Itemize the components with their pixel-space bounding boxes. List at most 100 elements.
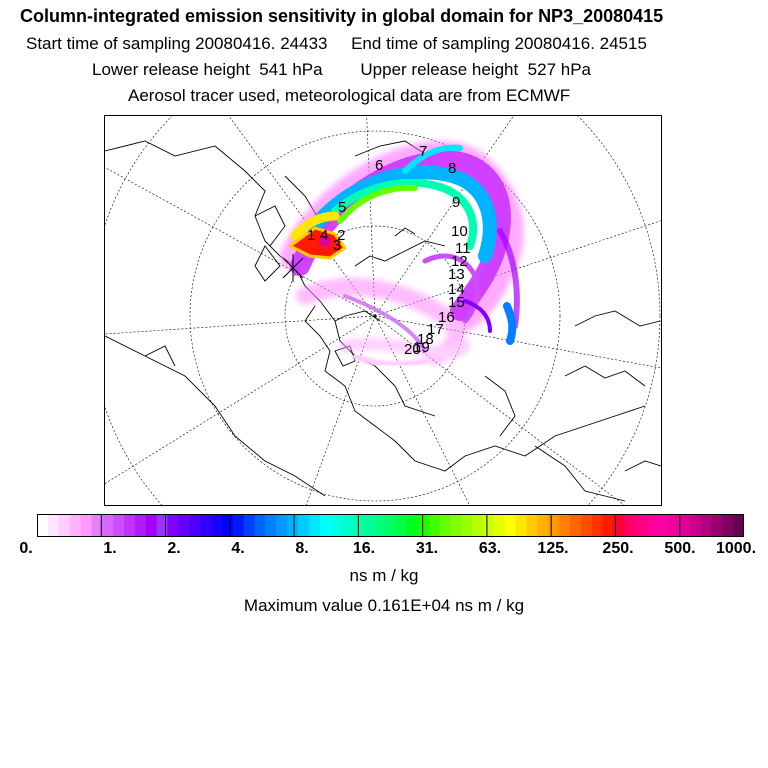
colorbar-tick: 63.	[478, 540, 502, 557]
sampling-times: Start time of sampling 20080416. 24433 E…	[26, 34, 647, 53]
maximum-value: Maximum value 0.161E+04 ns m / kg	[243, 596, 525, 615]
colorbar-swatch	[145, 514, 158, 537]
colorbar-swatch	[591, 514, 604, 537]
colorbar-swatch	[667, 514, 680, 537]
colorbar-swatch	[287, 514, 299, 537]
colorbar-swatch	[69, 514, 82, 537]
colorbar-swatch	[265, 514, 277, 537]
colorbar-swatch	[504, 514, 517, 537]
colorbar-swatch	[515, 514, 528, 537]
trajectory-label: 10	[451, 223, 468, 240]
colorbar-swatch	[254, 514, 267, 537]
colorbar-swatch	[102, 514, 114, 537]
colorbar-tick: 1.	[103, 540, 117, 557]
colorbar-swatch	[221, 514, 234, 537]
colorbar-swatch	[537, 514, 549, 537]
trajectory-label: 8	[448, 160, 456, 177]
trajectory-label: 3	[333, 237, 341, 254]
colorbar-swatch	[559, 514, 571, 537]
colorbar-swatch	[178, 514, 190, 537]
colorbar-swatch	[124, 514, 136, 537]
tracer-info: Aerosol tracer used, meteorological data…	[128, 86, 571, 105]
colorbar-tick: 4.	[231, 540, 245, 557]
colorbar-swatch	[733, 514, 744, 537]
colorbar-swatch	[134, 514, 147, 537]
trajectory-label: 9	[452, 194, 460, 211]
colorbar-swatch	[341, 514, 354, 537]
colorbar-swatch	[243, 514, 256, 537]
colorbar-tick: 500.	[664, 540, 696, 557]
colorbar-swatch	[711, 514, 723, 537]
trajectory-label: 2	[337, 227, 345, 244]
colorbar-swatch	[298, 514, 310, 537]
trajectory-label: 6	[375, 157, 383, 174]
colorbar-swatch	[276, 514, 288, 537]
emission-sensitivity-map: 1 2 3 4 5 6 7 8 9 10 11 12 13 14 15 16 1…	[104, 115, 662, 506]
coastlines	[105, 140, 661, 502]
colorbar-swatch	[156, 514, 169, 537]
colorbar-swatch	[428, 514, 441, 537]
colorbar-tick: 16.	[352, 540, 376, 557]
colorbar-swatch	[678, 514, 691, 537]
colorbar-tick: 2.	[167, 540, 181, 557]
trajectory-label: 16	[438, 309, 455, 326]
trajectory-label: 18	[417, 331, 434, 348]
colorbar-swatch	[580, 514, 593, 537]
colorbar-swatch	[374, 514, 386, 537]
colorbar-swatch	[482, 514, 495, 537]
colorbar-swatch	[450, 514, 462, 537]
colorbar-swatch	[472, 514, 484, 537]
trajectory-label: 11	[455, 240, 471, 257]
trajectory-labels: 1 2 3 4 5 6 7 8 9 10 11 12 13 14 15 16 1…	[307, 143, 471, 358]
trajectory-label: 1	[307, 227, 315, 244]
colorbar-swatch	[700, 514, 712, 537]
colorbar	[37, 514, 744, 537]
colorbar-tick: 250.	[602, 540, 634, 557]
release-heights: Lower release height 541 hPa Upper relea…	[92, 60, 591, 79]
trajectory-label: 5	[338, 199, 346, 216]
colorbar-swatch	[493, 514, 506, 537]
colorbar-swatch	[613, 514, 625, 537]
trajectory-label: 13	[448, 266, 465, 283]
colorbar-swatch	[624, 514, 636, 537]
trajectory-label: 20	[404, 341, 421, 358]
colorbar-swatch	[417, 514, 430, 537]
trajectory-label: 19	[413, 339, 430, 356]
colorbar-swatch	[232, 514, 245, 537]
trajectory-label: 7	[419, 143, 427, 160]
colorbar-swatch	[363, 514, 375, 537]
release-marker	[282, 254, 304, 282]
colorbar-swatch	[58, 514, 71, 537]
colorbar-swatch	[385, 514, 397, 537]
colorbar-swatch	[439, 514, 451, 537]
colorbar-swatch	[569, 514, 582, 537]
colorbar-swatch	[211, 514, 223, 537]
colorbar-swatch	[330, 514, 343, 537]
colorbar-swatch	[319, 514, 332, 537]
colorbar-swatch	[395, 514, 408, 537]
colorbar-swatch	[200, 514, 212, 537]
colorbar-swatch	[656, 514, 669, 537]
plot-title: Column-integrated emission sensitivity i…	[20, 6, 664, 26]
colorbar-swatch	[526, 514, 538, 537]
colorbar-tick: 0.	[19, 540, 33, 557]
trajectory-label: 14	[448, 281, 465, 298]
trajectory-label: 17	[427, 321, 444, 338]
colorbar-tick: 1000.	[715, 540, 757, 557]
colorbar-tick: 125.	[537, 540, 569, 557]
trajectory-label: 12	[451, 253, 468, 270]
colorbar-swatch	[167, 514, 179, 537]
colorbar-swatch	[37, 514, 49, 537]
colorbar-swatch	[47, 514, 60, 537]
colorbar-tick: 31.	[415, 540, 439, 557]
colorbar-border	[37, 514, 744, 537]
colorbar-tick: 8.	[295, 540, 309, 557]
trajectory-label: 4	[320, 227, 328, 244]
colorbar-swatch	[308, 514, 321, 537]
colorbar-swatch	[91, 514, 103, 537]
colorbar-swatch	[689, 514, 702, 537]
colorbar-swatch	[189, 514, 201, 537]
colorbar-swatch	[461, 514, 473, 537]
sensitivity-plume	[280, 141, 524, 368]
colorbar-swatch	[406, 514, 419, 537]
